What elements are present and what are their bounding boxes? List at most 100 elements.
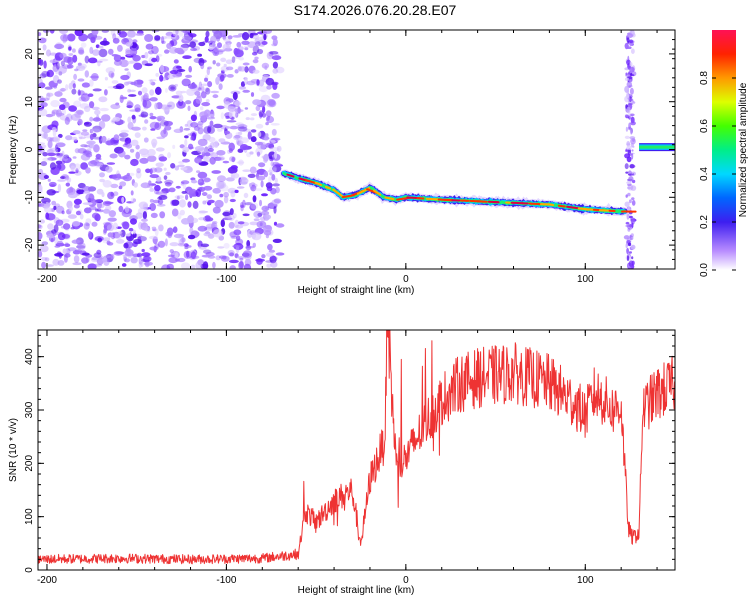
noise-blob	[249, 203, 257, 211]
noise-blob	[225, 59, 233, 65]
noise-blob	[237, 126, 248, 132]
noise-blob	[267, 169, 273, 173]
noise-blob	[181, 190, 187, 194]
noise-strip-blob	[626, 81, 632, 88]
noise-blob	[184, 246, 189, 250]
noise-blob	[271, 43, 278, 47]
noise-blob	[141, 218, 148, 222]
noise-blob	[196, 94, 201, 99]
noise-blob	[228, 148, 233, 153]
noise-blob	[89, 79, 94, 87]
noise-blob	[235, 122, 244, 126]
noise-blob	[164, 49, 170, 54]
ridge-peak	[325, 185, 332, 190]
noise-blob	[102, 180, 112, 188]
noise-blob	[223, 63, 227, 67]
noise-blob	[265, 77, 275, 86]
noise-blob	[256, 48, 264, 55]
noise-blob	[149, 112, 154, 117]
noise-blob	[201, 83, 208, 87]
noise-strip-blob	[631, 153, 634, 160]
noise-blob	[212, 229, 223, 238]
noise-blob	[88, 160, 98, 167]
noise-blob	[103, 227, 107, 234]
noise-blob	[118, 185, 123, 190]
noise-strip-blob	[628, 76, 633, 83]
noise-blob	[91, 221, 98, 227]
noise-blob	[53, 85, 58, 89]
noise-strip-blob	[631, 197, 635, 201]
ridge-peak	[566, 205, 580, 210]
noise-blob	[73, 100, 82, 108]
noise-blob	[84, 122, 90, 125]
noise-blob	[242, 62, 250, 66]
noise-blob	[209, 156, 216, 165]
noise-blob	[222, 211, 231, 217]
noise-blob	[92, 88, 102, 92]
noise-blob	[98, 48, 108, 58]
noise-blob	[106, 240, 111, 245]
noise-blob	[47, 140, 53, 149]
noise-blob	[204, 87, 210, 93]
colorbar-label: Normalized spectral amplitude	[738, 82, 749, 217]
noise-blob	[84, 105, 91, 113]
noise-blob	[87, 263, 97, 269]
noise-blob	[125, 49, 133, 57]
noise-blob	[59, 97, 67, 103]
noise-blob	[232, 35, 242, 38]
noise-blob	[189, 33, 197, 38]
noise-blob	[149, 167, 158, 173]
noise-blob	[133, 62, 143, 70]
noise-blob	[134, 107, 141, 113]
noise-blob	[147, 183, 153, 189]
noise-blob	[99, 58, 109, 62]
noise-blob	[107, 86, 117, 89]
noise-blob	[98, 96, 108, 103]
noise-blob	[88, 143, 95, 149]
noise-blob	[212, 94, 219, 99]
noise-blob	[49, 147, 58, 152]
noise-blob	[249, 33, 254, 39]
snr-ytick-label: 300	[24, 401, 35, 418]
noise-blob	[199, 111, 209, 119]
noise-blob	[133, 182, 138, 188]
noise-blob	[124, 154, 131, 160]
noise-blob	[134, 132, 141, 139]
noise-blob	[90, 36, 96, 43]
noise-blob	[57, 179, 66, 182]
noise-blob	[260, 180, 264, 188]
noise-blob	[171, 199, 180, 206]
noise-blob	[71, 88, 77, 95]
noise-blob	[172, 73, 182, 78]
noise-blob	[234, 101, 242, 106]
noise-blob	[263, 214, 272, 220]
noise-strip-blob	[627, 126, 632, 131]
noise-blob	[197, 53, 203, 57]
noise-blob	[240, 81, 246, 88]
noise-blob	[112, 37, 120, 44]
noise-blob	[265, 122, 269, 126]
noise-blob	[271, 55, 282, 61]
noise-blob	[231, 56, 236, 63]
noise-blob	[231, 109, 238, 118]
noise-blob	[166, 263, 174, 269]
noise-blob	[197, 171, 208, 179]
noise-blob	[110, 103, 121, 110]
noise-strip-blob	[624, 135, 630, 139]
noise-blob	[203, 126, 211, 134]
noise-blob	[208, 145, 213, 149]
noise-blob	[228, 259, 239, 264]
noise-blob	[149, 199, 154, 203]
noise-blob	[43, 132, 48, 139]
noise-blob	[181, 218, 191, 225]
noise-blob	[217, 246, 225, 249]
noise-blob	[130, 81, 137, 86]
noise-blob	[254, 56, 259, 60]
colorbar-gradient	[712, 30, 736, 270]
noise-blob	[172, 226, 178, 233]
noise-blob	[188, 188, 197, 197]
noise-blob	[51, 126, 57, 132]
noise-blob	[126, 172, 130, 177]
noise-blob	[203, 232, 211, 237]
noise-blob	[46, 69, 54, 78]
